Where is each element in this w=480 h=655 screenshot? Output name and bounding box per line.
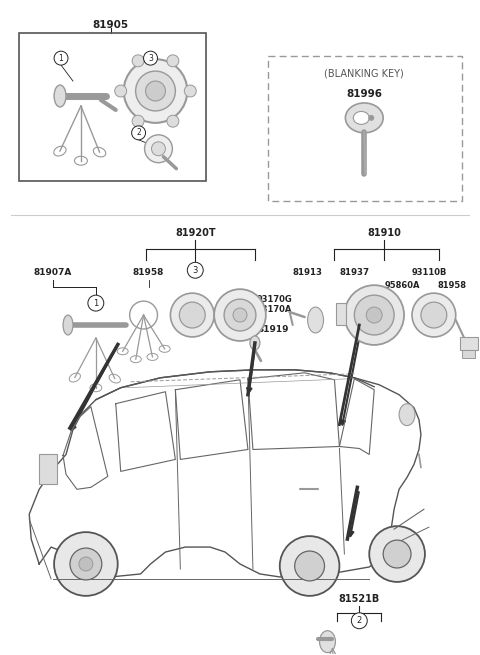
Circle shape [170, 293, 214, 337]
Text: 81996: 81996 [346, 89, 382, 99]
Ellipse shape [399, 403, 415, 426]
Circle shape [224, 299, 256, 331]
Circle shape [214, 289, 266, 341]
Circle shape [421, 302, 447, 328]
Circle shape [152, 141, 166, 156]
Text: 81958: 81958 [133, 268, 164, 276]
Circle shape [54, 51, 68, 65]
Text: 81958: 81958 [437, 281, 466, 290]
Circle shape [132, 126, 145, 140]
Bar [39, 455, 57, 484]
Circle shape [54, 532, 118, 596]
Bar [19, 33, 206, 181]
Circle shape [144, 51, 157, 65]
Text: 81919: 81919 [257, 326, 288, 335]
Ellipse shape [308, 307, 324, 333]
Circle shape [115, 85, 127, 97]
Text: 3: 3 [148, 54, 153, 63]
Text: 81907A: 81907A [34, 268, 72, 276]
Circle shape [187, 262, 203, 278]
Text: 3: 3 [192, 266, 198, 274]
Circle shape [280, 536, 339, 596]
Circle shape [124, 59, 187, 123]
Circle shape [136, 71, 175, 111]
Circle shape [132, 55, 144, 67]
Text: 81910: 81910 [367, 229, 401, 238]
Bar [336, 303, 347, 325]
Circle shape [369, 526, 425, 582]
Text: 81905: 81905 [93, 20, 129, 30]
Circle shape [354, 295, 394, 335]
Text: 81521B: 81521B [339, 594, 380, 604]
Circle shape [132, 115, 144, 127]
Circle shape [144, 135, 172, 162]
Text: 93170A: 93170A [257, 305, 292, 314]
Ellipse shape [346, 103, 383, 133]
Ellipse shape [250, 336, 260, 350]
Circle shape [295, 551, 324, 581]
Circle shape [70, 548, 102, 580]
Circle shape [79, 557, 93, 571]
Circle shape [184, 85, 196, 97]
Circle shape [351, 613, 367, 629]
Bar [460, 337, 478, 350]
Circle shape [366, 307, 382, 323]
Text: 95860A: 95860A [384, 281, 420, 290]
Circle shape [88, 295, 104, 311]
Ellipse shape [353, 111, 369, 124]
Circle shape [167, 55, 179, 67]
Circle shape [368, 115, 374, 121]
Ellipse shape [63, 315, 73, 335]
Text: 1: 1 [93, 299, 98, 308]
Circle shape [344, 285, 404, 345]
Bar [268, 56, 462, 200]
Circle shape [383, 540, 411, 568]
Text: 1: 1 [59, 54, 63, 63]
Text: 81937: 81937 [339, 268, 370, 276]
Text: 93110B: 93110B [411, 268, 446, 276]
Bar [462, 350, 475, 358]
Text: (BLANKING KEY): (BLANKING KEY) [324, 68, 404, 78]
Circle shape [180, 302, 205, 328]
Ellipse shape [54, 85, 66, 107]
Circle shape [233, 308, 247, 322]
Text: 2: 2 [357, 616, 362, 626]
Circle shape [145, 81, 166, 101]
Circle shape [167, 115, 179, 127]
Circle shape [412, 293, 456, 337]
Text: 93170G: 93170G [257, 295, 293, 304]
Text: 81913: 81913 [293, 268, 323, 276]
Text: 2: 2 [136, 128, 141, 138]
Ellipse shape [320, 631, 336, 652]
Text: 81920T: 81920T [175, 229, 216, 238]
